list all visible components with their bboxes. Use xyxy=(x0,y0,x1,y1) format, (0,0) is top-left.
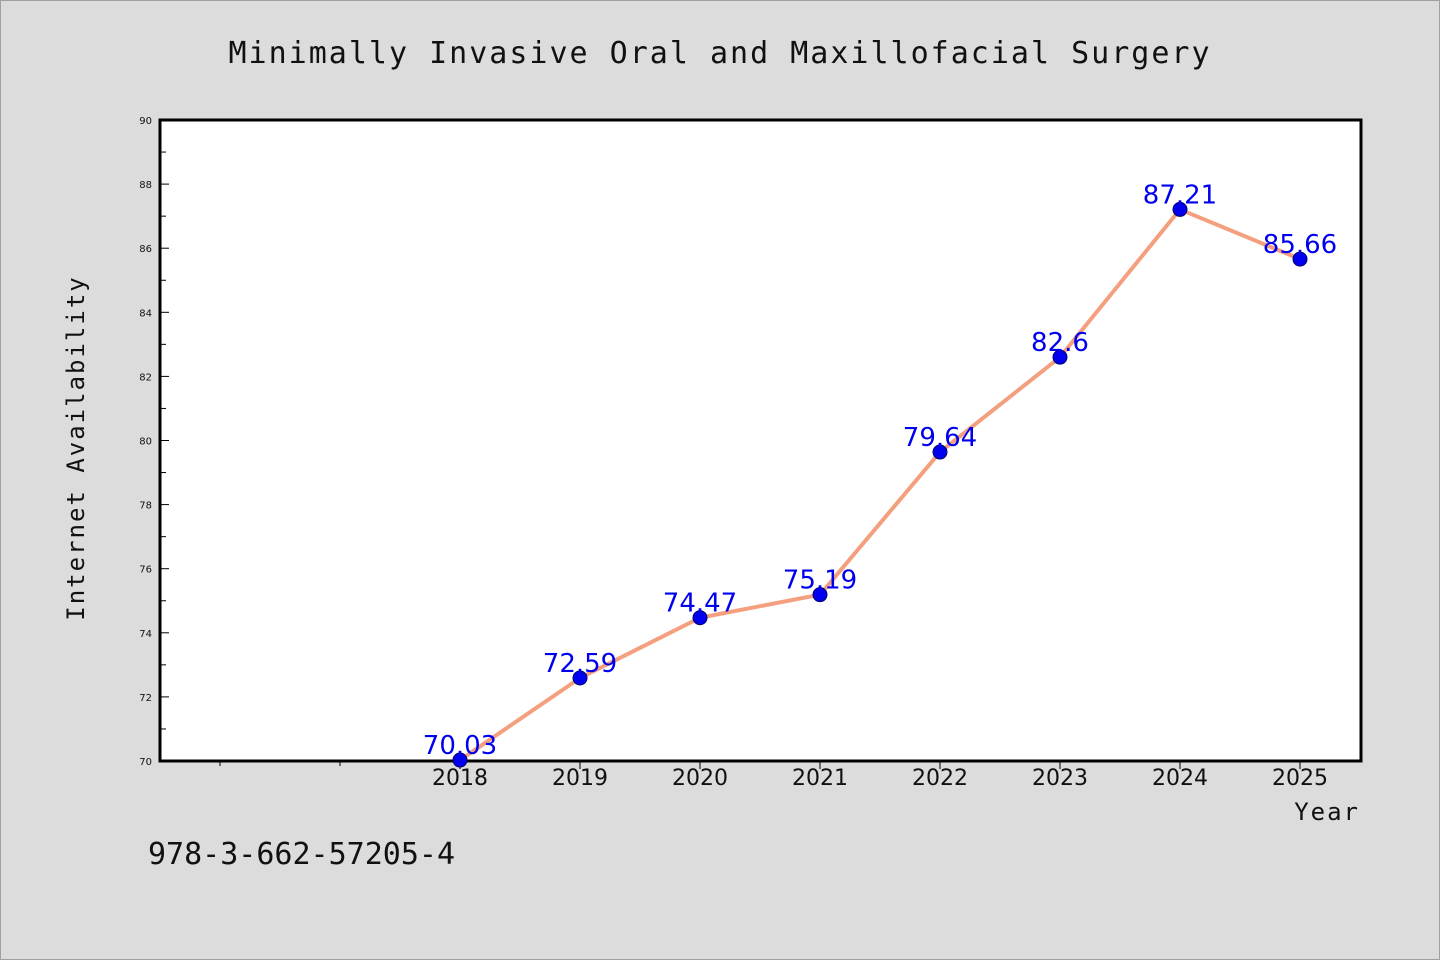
data-point-marker xyxy=(812,587,828,603)
y-axis-title: Internet Availability xyxy=(62,275,90,620)
y-tick-label: 82 xyxy=(139,372,152,383)
data-label: 87.21 xyxy=(1143,180,1217,210)
data-point-marker xyxy=(1292,251,1308,267)
y-tick-label: 86 xyxy=(139,244,152,255)
y-tick-label: 90 xyxy=(139,116,152,127)
data-point-marker xyxy=(1172,201,1188,217)
x-axis-title: Year xyxy=(1294,798,1360,826)
data-label: 82.6 xyxy=(1031,328,1089,358)
x-tick-label: 2020 xyxy=(672,766,728,791)
data-point-marker xyxy=(1052,349,1068,365)
x-tick-label: 2019 xyxy=(552,766,608,791)
x-tick-label: 2023 xyxy=(1032,766,1088,791)
x-tick-label: 2021 xyxy=(792,766,848,791)
data-label: 72.59 xyxy=(543,649,617,679)
x-tick-label: 2025 xyxy=(1272,766,1328,791)
x-tick-label: 2024 xyxy=(1152,766,1208,791)
data-point-marker xyxy=(692,610,708,626)
markers-group xyxy=(452,201,1308,768)
y-tick-label: 84 xyxy=(139,308,152,319)
data-point-marker xyxy=(572,670,588,686)
data-label: 74.47 xyxy=(663,589,737,619)
y-tick-label: 70 xyxy=(139,757,152,768)
y-tick-label: 78 xyxy=(139,501,152,512)
data-label: 79.64 xyxy=(903,423,977,453)
data-point-marker xyxy=(452,752,468,768)
chart-title: Minimally Invasive Oral and Maxillofacia… xyxy=(228,36,1211,71)
data-label: 85.66 xyxy=(1263,230,1337,260)
data-label: 75.19 xyxy=(783,566,857,596)
y-tick-label: 76 xyxy=(139,565,152,576)
data-label: 70.03 xyxy=(423,731,497,761)
plot-area xyxy=(158,118,1363,763)
x-tick-label: 2018 xyxy=(432,766,488,791)
data-point-marker xyxy=(932,444,948,460)
series-line xyxy=(458,207,1301,762)
y-tick-label: 88 xyxy=(139,180,152,191)
y-tick-label: 74 xyxy=(139,629,152,640)
data-labels-group: 70.03 72.59 74.47 75.19 79.64 82.6 87.21 85.66 xyxy=(423,180,1337,761)
x-tick-label: 2022 xyxy=(912,766,968,791)
footer-isbn: 978-3-662-57205-4 xyxy=(148,837,455,872)
x-axis: 2018 2019 2020 2021 2022 2023 2024 2025 xyxy=(219,761,1328,791)
y-axis: 70 72 74 76 78 80 82 84 86 88 90 xyxy=(139,116,169,768)
series-line-group xyxy=(458,207,1301,762)
y-tick-label: 80 xyxy=(139,437,152,448)
y-tick-label: 72 xyxy=(139,693,152,704)
